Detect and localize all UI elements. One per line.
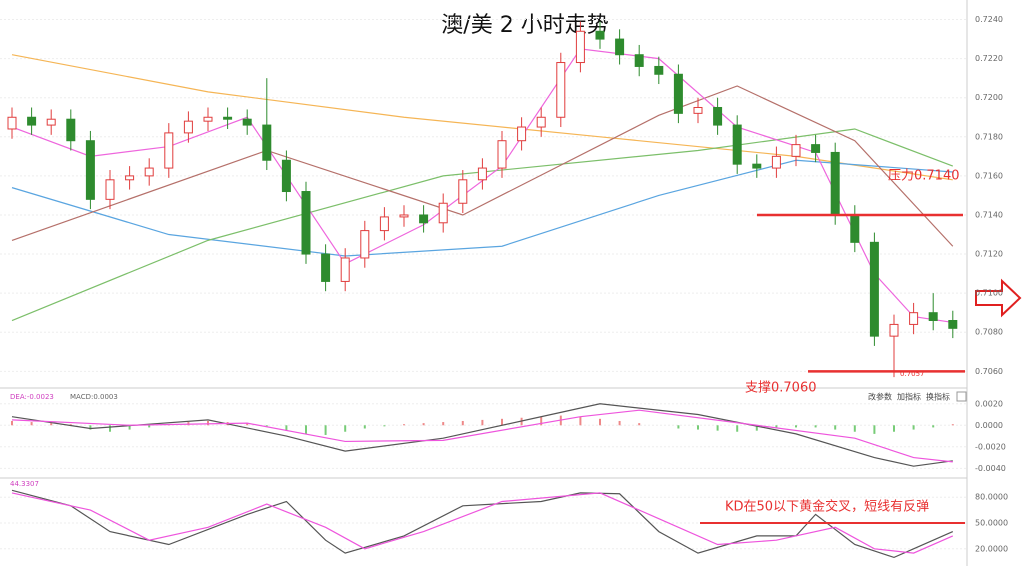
candle-body (477, 167, 487, 181)
y-tick-label: 80.0000 (975, 493, 1008, 502)
indicator-label: 44.3307 (10, 480, 39, 488)
candle-body (321, 253, 331, 282)
y-tick-label: 0.7220 (975, 54, 1003, 63)
candle-body (634, 54, 644, 67)
candle-body (223, 116, 233, 120)
candle-body (183, 120, 193, 134)
indicator-line (11, 54, 953, 181)
indicator-line (11, 403, 953, 467)
candle-body (791, 144, 801, 157)
y-tick-label: 0.7060 (975, 367, 1003, 376)
candle-body (536, 116, 546, 128)
candle-body (27, 116, 37, 126)
candle-body (948, 320, 958, 329)
y-tick-label: 50.0000 (975, 519, 1008, 528)
candle-body (615, 38, 625, 56)
candle-body (713, 106, 723, 126)
candle-body (575, 30, 585, 64)
candle-body (752, 163, 762, 169)
candle-body (419, 214, 429, 224)
y-tick-label: -0.0020 (975, 442, 1006, 451)
y-tick-label: 0.0020 (975, 399, 1003, 408)
y-tick-label: -0.0040 (975, 464, 1006, 473)
indicator-button[interactable]: 加指标 (897, 392, 921, 402)
candle-body (909, 312, 919, 325)
candle-body (281, 159, 291, 193)
arrow-icon (975, 278, 1022, 318)
candle-body (458, 179, 468, 204)
indicator-line (11, 409, 953, 463)
candle-body (301, 191, 311, 255)
candle-body (144, 167, 154, 177)
candle-body (360, 230, 370, 259)
candle-body (203, 116, 213, 122)
candle-body (811, 144, 821, 153)
candle-body (85, 140, 95, 200)
y-tick-label: 0.7240 (975, 15, 1003, 24)
candle-body (732, 124, 742, 165)
candle-body (595, 30, 605, 40)
candle-body (889, 323, 899, 337)
candle-body (771, 155, 781, 169)
indicator-line (11, 489, 954, 559)
y-tick-label: 0.7100 (975, 289, 1003, 298)
level-label: 支撑0.7060 (745, 381, 817, 396)
candle-body (125, 175, 135, 181)
candle-body (105, 179, 115, 200)
candle-body (830, 151, 840, 216)
indicator-label: MACD:0.0003 (70, 393, 118, 401)
level-label: 压力0.7140 (888, 169, 960, 184)
indicator-line (11, 128, 954, 322)
candle-body (654, 65, 664, 75)
candle-body (869, 241, 879, 337)
candle-body (399, 214, 409, 218)
candle-body (673, 73, 683, 114)
candle-body (164, 132, 174, 169)
y-tick-label: 0.7160 (975, 171, 1003, 180)
y-tick-label: 0.7120 (975, 250, 1003, 259)
low-label: 0.7057 (900, 370, 925, 378)
candle-body (379, 216, 389, 232)
candle-body (46, 118, 56, 126)
candle-body (242, 118, 252, 126)
y-tick-label: 0.7140 (975, 210, 1003, 219)
y-tick-label: 20.0000 (975, 544, 1008, 553)
indicator-button[interactable]: 改参数 (868, 392, 892, 402)
candle-body (497, 140, 507, 169)
close-button[interactable] (956, 391, 967, 402)
candle-body (7, 116, 17, 130)
indicator-label: DEA:-0.0023 (10, 393, 54, 401)
candle-body (850, 214, 860, 243)
y-tick-label: 0.7180 (975, 132, 1003, 141)
y-tick-label: 0.7080 (975, 328, 1003, 337)
candle-body (693, 106, 703, 114)
candle-body (556, 62, 566, 118)
candle-body (262, 124, 272, 161)
indicator-line (11, 492, 954, 554)
y-tick-label: 0.7200 (975, 93, 1003, 102)
candle-body (438, 202, 448, 224)
annotation: KD在50以下黄金交叉，短线有反弹 (725, 499, 929, 515)
y-tick-label: 0.0000 (975, 421, 1003, 430)
candle-body (66, 118, 76, 142)
indicator-button[interactable]: 换指标 (926, 392, 950, 402)
candle-body (928, 312, 938, 322)
candle-body (517, 126, 527, 142)
candle-body (340, 257, 350, 282)
